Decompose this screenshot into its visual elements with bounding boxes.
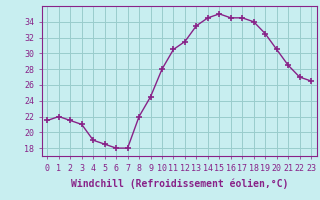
X-axis label: Windchill (Refroidissement éolien,°C): Windchill (Refroidissement éolien,°C) bbox=[70, 178, 288, 189]
